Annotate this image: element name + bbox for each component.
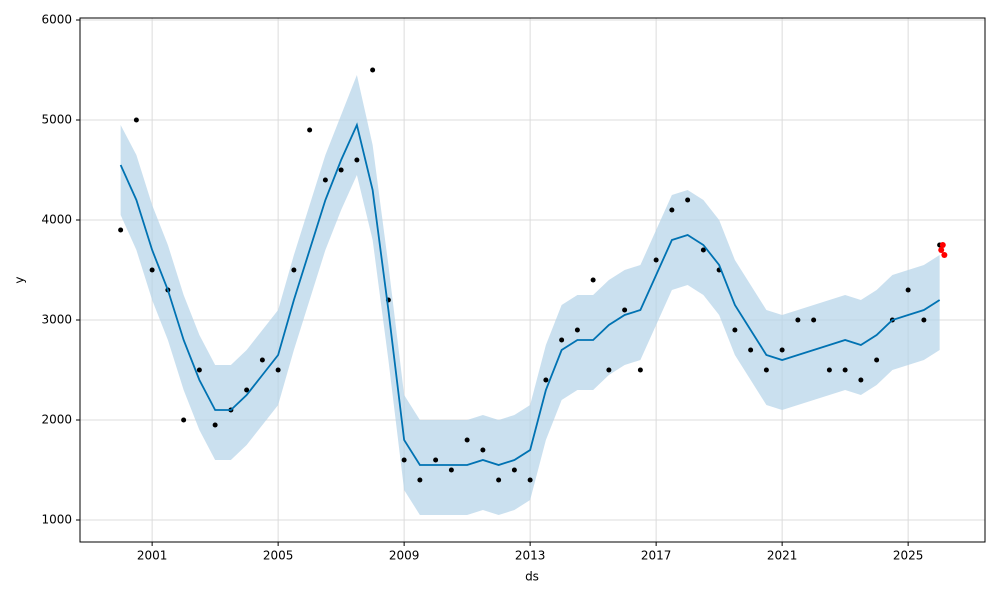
x-tick-label: 2009	[389, 549, 420, 563]
x-tick-label: 2001	[137, 549, 168, 563]
x-tick-label: 2005	[263, 549, 294, 563]
observed-point	[212, 422, 218, 428]
observed-point	[779, 347, 785, 353]
observed-point	[653, 257, 659, 263]
observed-point	[433, 457, 439, 463]
observed-point	[307, 127, 313, 133]
observed-point	[700, 247, 706, 253]
future-point	[938, 247, 945, 253]
observed-point	[417, 477, 423, 483]
observed-point	[511, 467, 517, 473]
observed-point	[669, 207, 675, 213]
observed-point	[905, 287, 911, 293]
y-axis-label: y	[13, 276, 27, 283]
x-axis-label: ds	[525, 570, 539, 584]
forecast-line	[119, 122, 941, 466]
observed-point	[291, 267, 297, 273]
observed-point	[795, 317, 801, 323]
observed-point	[732, 327, 738, 333]
observed-point	[275, 367, 281, 373]
x-tick-label: 2017	[641, 549, 672, 563]
observed-point	[606, 367, 612, 373]
observed-point	[401, 457, 407, 463]
observed-point	[543, 377, 549, 383]
observed-point	[244, 387, 250, 393]
observed-point	[763, 367, 769, 373]
observed-point	[748, 347, 754, 353]
observed-point	[842, 367, 848, 373]
observed-point	[496, 477, 502, 483]
observed-point	[590, 277, 596, 283]
observed-point	[133, 117, 139, 123]
observed-point	[921, 317, 927, 323]
observed-point	[559, 337, 565, 343]
future-point	[939, 242, 946, 248]
y-tick-label: 5000	[41, 113, 72, 127]
observed-point	[874, 357, 880, 363]
future-point	[941, 252, 948, 258]
observed-point	[464, 437, 470, 443]
y-tick-label: 6000	[41, 13, 72, 27]
observed-point	[338, 167, 344, 173]
observed-point	[448, 467, 454, 473]
observed-point	[685, 197, 691, 203]
observed-point	[527, 477, 533, 483]
observed-point	[574, 327, 580, 333]
y-tick-label: 2000	[41, 413, 72, 427]
y-tick-label: 4000	[41, 213, 72, 227]
observed-point	[354, 157, 360, 163]
plot-frame	[79, 17, 986, 543]
observed-point	[480, 447, 486, 453]
observed-point	[622, 307, 628, 313]
observed-point	[637, 367, 643, 373]
x-tick-label: 2021	[767, 549, 798, 563]
observed-point	[811, 317, 817, 323]
x-tick-label: 2013	[515, 549, 546, 563]
observed-point	[196, 367, 202, 373]
uncertainty-band	[120, 75, 940, 515]
observed-point	[858, 377, 864, 383]
observed-point	[259, 357, 265, 363]
observed-point	[322, 177, 328, 183]
x-tick-label: 2025	[893, 549, 924, 563]
observed-point	[181, 417, 187, 423]
observed-point	[149, 267, 155, 273]
y-tick-label: 1000	[41, 513, 72, 527]
observed-point	[118, 227, 124, 233]
observed-point	[826, 367, 832, 373]
y-tick-label: 3000	[41, 313, 72, 327]
observed-point	[370, 67, 376, 73]
